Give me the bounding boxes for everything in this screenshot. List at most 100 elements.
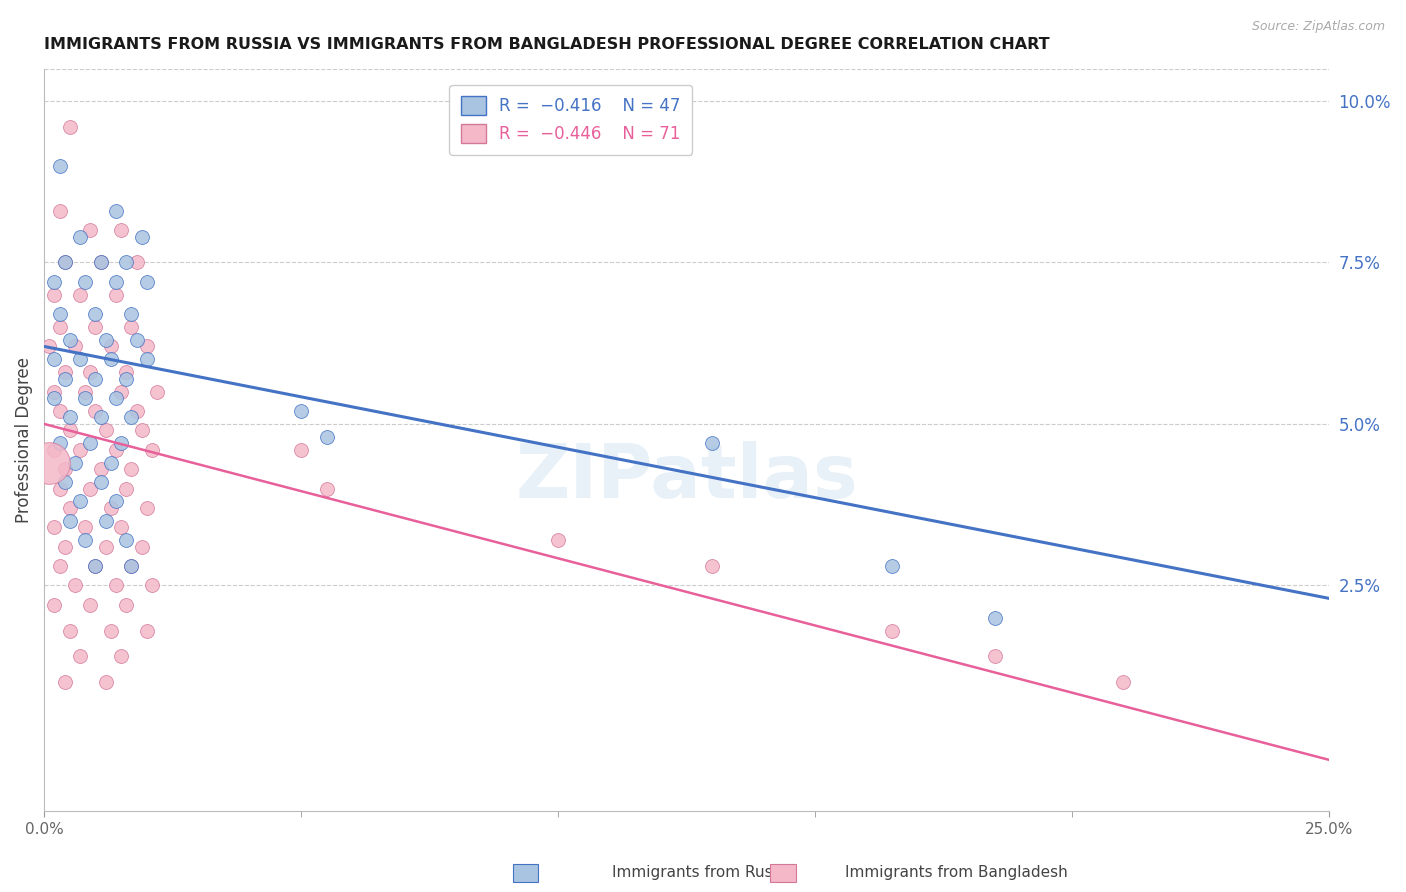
Point xyxy=(135,500,157,515)
Point xyxy=(105,287,128,301)
Point xyxy=(59,424,82,438)
Point xyxy=(135,339,157,353)
Point xyxy=(84,404,107,418)
Point xyxy=(115,365,138,379)
Point xyxy=(69,352,91,367)
Point xyxy=(290,442,312,457)
Point xyxy=(115,533,138,548)
Text: Immigrants from Russia: Immigrants from Russia xyxy=(612,865,794,880)
Point xyxy=(90,410,112,425)
Point xyxy=(121,559,143,574)
Text: Source: ZipAtlas.com: Source: ZipAtlas.com xyxy=(1251,20,1385,33)
Point xyxy=(94,675,117,690)
Point xyxy=(79,436,101,450)
Point xyxy=(700,436,723,450)
Point xyxy=(79,365,101,379)
Point xyxy=(48,404,70,418)
Point xyxy=(63,456,86,470)
Point xyxy=(141,442,163,457)
Point xyxy=(75,533,97,548)
Point xyxy=(59,333,82,347)
Point xyxy=(880,559,903,574)
Point xyxy=(53,365,76,379)
Point xyxy=(110,436,132,450)
Point xyxy=(59,514,82,528)
Point xyxy=(121,307,143,321)
Point xyxy=(53,372,76,386)
Point xyxy=(48,307,70,321)
Point xyxy=(79,482,101,496)
Point xyxy=(90,255,112,269)
Point xyxy=(84,559,107,574)
Point xyxy=(290,404,312,418)
Point xyxy=(100,456,122,470)
Point xyxy=(125,255,148,269)
Point xyxy=(79,223,101,237)
Point xyxy=(38,456,60,470)
Point xyxy=(105,203,128,218)
Point xyxy=(75,520,97,534)
Point xyxy=(131,229,153,244)
Point xyxy=(110,520,132,534)
Point xyxy=(69,229,91,244)
Point xyxy=(48,482,70,496)
Point xyxy=(44,520,66,534)
Point xyxy=(90,255,112,269)
Point xyxy=(105,275,128,289)
Point xyxy=(1112,675,1135,690)
Point xyxy=(90,462,112,476)
Point xyxy=(44,352,66,367)
Point xyxy=(94,514,117,528)
Point xyxy=(48,436,70,450)
Point xyxy=(38,339,60,353)
Point xyxy=(59,120,82,134)
Point xyxy=(105,578,128,592)
Point xyxy=(94,540,117,554)
Point xyxy=(100,339,122,353)
Point xyxy=(100,624,122,638)
Point xyxy=(146,384,169,399)
Point xyxy=(84,372,107,386)
Point xyxy=(121,462,143,476)
Text: IMMIGRANTS FROM RUSSIA VS IMMIGRANTS FROM BANGLADESH PROFESSIONAL DEGREE CORRELA: IMMIGRANTS FROM RUSSIA VS IMMIGRANTS FRO… xyxy=(44,37,1050,53)
Point xyxy=(53,675,76,690)
Point xyxy=(105,442,128,457)
Point xyxy=(984,610,1007,624)
Point xyxy=(53,462,76,476)
Point xyxy=(121,559,143,574)
Point xyxy=(53,540,76,554)
Point xyxy=(115,482,138,496)
Point xyxy=(131,424,153,438)
Point xyxy=(315,430,337,444)
Point xyxy=(59,410,82,425)
Point xyxy=(79,598,101,612)
Point xyxy=(131,540,153,554)
Point xyxy=(75,391,97,405)
Point xyxy=(135,275,157,289)
Point xyxy=(69,287,91,301)
Text: Immigrants from Bangladesh: Immigrants from Bangladesh xyxy=(845,865,1067,880)
Point xyxy=(63,339,86,353)
Point xyxy=(984,649,1007,664)
Text: ZIPatlas: ZIPatlas xyxy=(515,441,858,514)
Point xyxy=(44,391,66,405)
Point xyxy=(44,275,66,289)
Point xyxy=(63,578,86,592)
Point xyxy=(135,352,157,367)
Point xyxy=(44,598,66,612)
Point xyxy=(84,307,107,321)
Legend: R =  −0.416    N = 47, R =  −0.446    N = 71: R = −0.416 N = 47, R = −0.446 N = 71 xyxy=(450,85,692,154)
Point xyxy=(94,424,117,438)
Y-axis label: Professional Degree: Professional Degree xyxy=(15,357,32,523)
Point xyxy=(125,333,148,347)
Point xyxy=(547,533,569,548)
Point xyxy=(141,578,163,592)
Point xyxy=(48,559,70,574)
Point xyxy=(315,482,337,496)
Point xyxy=(105,494,128,508)
Point xyxy=(44,442,66,457)
Point xyxy=(880,624,903,638)
Point xyxy=(110,649,132,664)
Point xyxy=(105,391,128,405)
Point xyxy=(75,275,97,289)
